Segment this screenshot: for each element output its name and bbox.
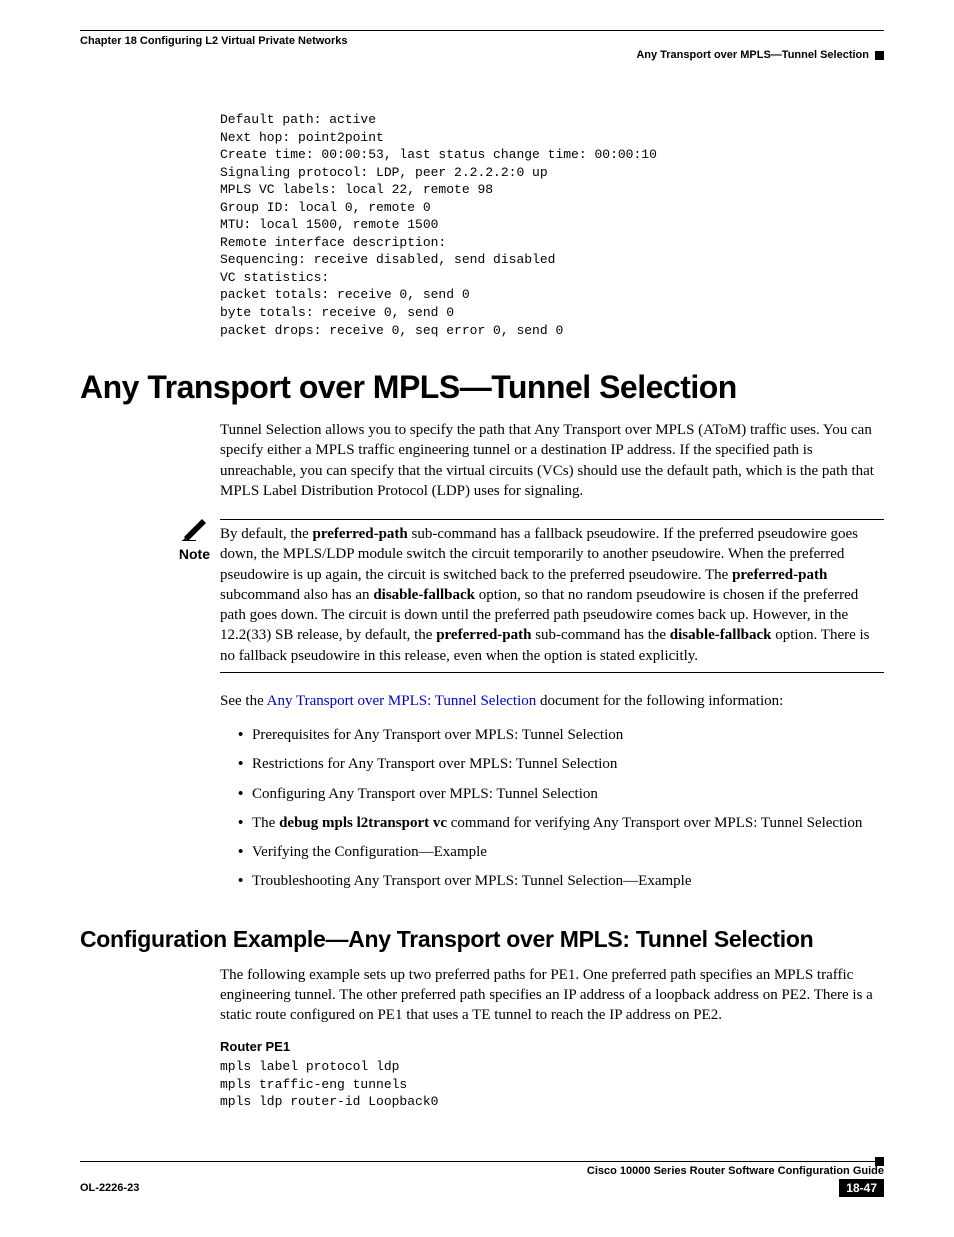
footer-rule (80, 1161, 884, 1162)
chapter-label: Chapter 18 Configuring L2 Virtual Privat… (80, 35, 348, 47)
note-label: Note (179, 546, 210, 562)
note-bottom-rule (220, 672, 884, 673)
header-section-ref: Any Transport over MPLS—Tunnel Selection (636, 49, 884, 61)
note-text: By default, the preferred-path sub-comma… (220, 519, 884, 666)
intro-paragraph: Tunnel Selection allows you to specify t… (220, 420, 884, 501)
note-block: Note By default, the preferred-path sub-… (80, 519, 884, 666)
see-paragraph: See the Any Transport over MPLS: Tunnel … (220, 691, 884, 711)
running-header: Chapter 18 Configuring L2 Virtual Privat… (80, 35, 884, 47)
footer-doc-id: OL-2226-23 (80, 1182, 139, 1194)
section-heading: Any Transport over MPLS—Tunnel Selection (80, 369, 884, 406)
list-item: Verifying the Configuration—Example (238, 842, 884, 862)
section-ref-text: Any Transport over MPLS—Tunnel Selection (636, 49, 869, 61)
page-footer: Cisco 10000 Series Router Software Confi… (80, 1161, 884, 1197)
list-item: The debug mpls l2transport vc command fo… (238, 813, 884, 833)
config-code-block: mpls label protocol ldp mpls traffic-eng… (220, 1058, 884, 1111)
doc-link[interactable]: Any Transport over MPLS: Tunnel Selectio… (267, 693, 537, 709)
note-pencil-icon (182, 519, 210, 546)
cli-output-block: Default path: active Next hop: point2poi… (220, 111, 884, 339)
footer-guide-title: Cisco 10000 Series Router Software Confi… (587, 1165, 884, 1177)
subsection-heading: Configuration Example—Any Transport over… (80, 926, 884, 953)
header-rule (80, 30, 884, 31)
document-page: Chapter 18 Configuring L2 Virtual Privat… (0, 0, 954, 1237)
page-number: 18-47 (839, 1179, 884, 1197)
list-item: Restrictions for Any Transport over MPLS… (238, 754, 884, 774)
router-label: Router PE1 (220, 1039, 884, 1054)
list-item: Troubleshooting Any Transport over MPLS:… (238, 871, 884, 891)
example-intro: The following example sets up two prefer… (220, 965, 884, 1026)
header-marker-icon (875, 51, 884, 60)
list-item: Prerequisites for Any Transport over MPL… (238, 725, 884, 745)
bullet-list: Prerequisites for Any Transport over MPL… (220, 725, 884, 892)
list-item: Configuring Any Transport over MPLS: Tun… (238, 784, 884, 804)
